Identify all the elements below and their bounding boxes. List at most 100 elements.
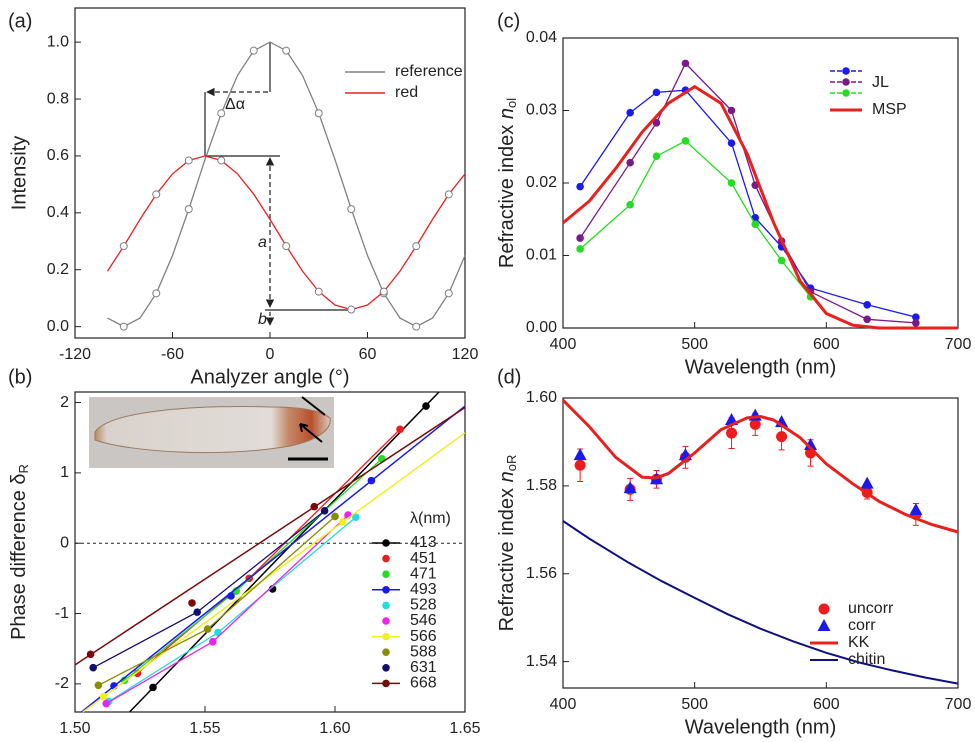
legend-label: reference (395, 63, 463, 80)
data-point (209, 637, 217, 646)
legend-label: 668 (410, 675, 437, 692)
data-point (99, 692, 108, 701)
legend-marker (382, 601, 390, 610)
legend-marker (382, 648, 390, 656)
legend-label: uncorr (848, 600, 894, 617)
data-point (777, 256, 786, 265)
legend-marker (382, 586, 390, 594)
x-axis-title-var: n (337, 740, 348, 742)
y-tick-label: 0.8 (47, 90, 69, 107)
data-point (412, 322, 421, 331)
legend-label: 471 (410, 565, 437, 582)
wing (94, 406, 331, 454)
fit-line (129, 391, 440, 713)
data-point (149, 683, 157, 692)
y-tick-label: 2 (60, 394, 69, 411)
plot-frame (562, 397, 959, 689)
x-tick-label: 700 (945, 696, 972, 713)
data-point (188, 599, 196, 607)
data-point (751, 214, 760, 222)
data-point (863, 301, 871, 309)
y-axis-title-var: n (496, 108, 518, 119)
data-point (102, 699, 110, 708)
y-tick-label: 0.2 (47, 261, 69, 278)
data-point (776, 431, 788, 443)
data-point (727, 179, 736, 187)
y-tick-label: 0.04 (526, 29, 557, 46)
series-line (562, 520, 959, 685)
y-tick-label: -2 (55, 675, 69, 692)
x-axis-title: Wavelength (nm) (685, 716, 837, 738)
x-tick-label: 600 (813, 336, 840, 353)
panel-label: (b) (8, 366, 32, 388)
x-tick-label: 500 (681, 696, 708, 713)
legend-label: 413 (410, 534, 437, 551)
x-tick-label: -60 (161, 346, 184, 363)
data-point (232, 587, 240, 595)
data-point (727, 139, 736, 147)
legend-label: 451 (410, 550, 437, 567)
data-point (626, 108, 634, 117)
y-tick-label: 0.01 (526, 247, 557, 264)
x-tick-label: 0 (266, 346, 275, 363)
legend-marker (382, 632, 390, 641)
x-tick-label: 120 (452, 346, 479, 363)
data-point (119, 242, 128, 251)
legend-label: chitin (848, 651, 885, 668)
series-line (98, 516, 336, 686)
data-point (331, 512, 339, 521)
data-point (576, 245, 584, 253)
data-point (282, 242, 291, 251)
x-axis-title: Analyzer angle (°) (190, 366, 349, 388)
wing-inset (89, 396, 334, 468)
legend-marker (382, 617, 390, 625)
data-point (249, 46, 258, 55)
legend-label: 493 (410, 581, 437, 598)
y-axis-title-var: n (496, 471, 518, 482)
legend-label: red (395, 84, 418, 101)
y-tick-label: 0.0 (47, 318, 69, 335)
wing-arrow (301, 396, 326, 416)
y-tick-label: 1.58 (526, 477, 557, 494)
legend-label: 566 (410, 628, 437, 645)
y-axis-title-text: Refractive index (496, 482, 518, 631)
panel-label: (a) (8, 10, 32, 32)
data-point (193, 608, 201, 616)
legend-marker (382, 664, 390, 672)
fit-line (82, 432, 466, 713)
x-axis-title: Wavelength (nm) (685, 356, 837, 378)
legend-label: 528 (410, 597, 437, 614)
x-tick-label: 1.50 (59, 720, 90, 737)
data-point (652, 152, 661, 160)
y-tick-label: 1.60 (526, 389, 557, 406)
legend-label: MSP (872, 101, 907, 118)
data-point (310, 502, 319, 511)
data-point (444, 289, 453, 298)
data-point (422, 402, 430, 410)
data-point (339, 518, 347, 526)
series-line (579, 140, 812, 298)
data-point (86, 650, 95, 659)
data-point (314, 109, 323, 118)
data-point (184, 156, 193, 165)
panel-label: (d) (497, 366, 521, 388)
data-point (912, 313, 920, 321)
data-point (152, 190, 161, 199)
data-point (652, 119, 661, 127)
x-tick-label: -120 (59, 346, 91, 363)
x-tick-label: 1.55 (189, 720, 220, 737)
data-point (379, 287, 388, 296)
data-point (184, 205, 193, 214)
data-point (217, 109, 226, 118)
x-axis-title: Refractive index nr (188, 740, 353, 742)
y-axis-title-sub: ol (504, 98, 519, 108)
legend-marker (382, 570, 390, 578)
data-point (681, 137, 690, 145)
legend-marker (382, 539, 390, 547)
data-point (320, 507, 329, 515)
annotation-guides (204, 42, 352, 326)
y-tick-label: 0.00 (526, 319, 557, 336)
data-point (444, 190, 453, 199)
y-axis-title-sub: R (16, 464, 31, 473)
